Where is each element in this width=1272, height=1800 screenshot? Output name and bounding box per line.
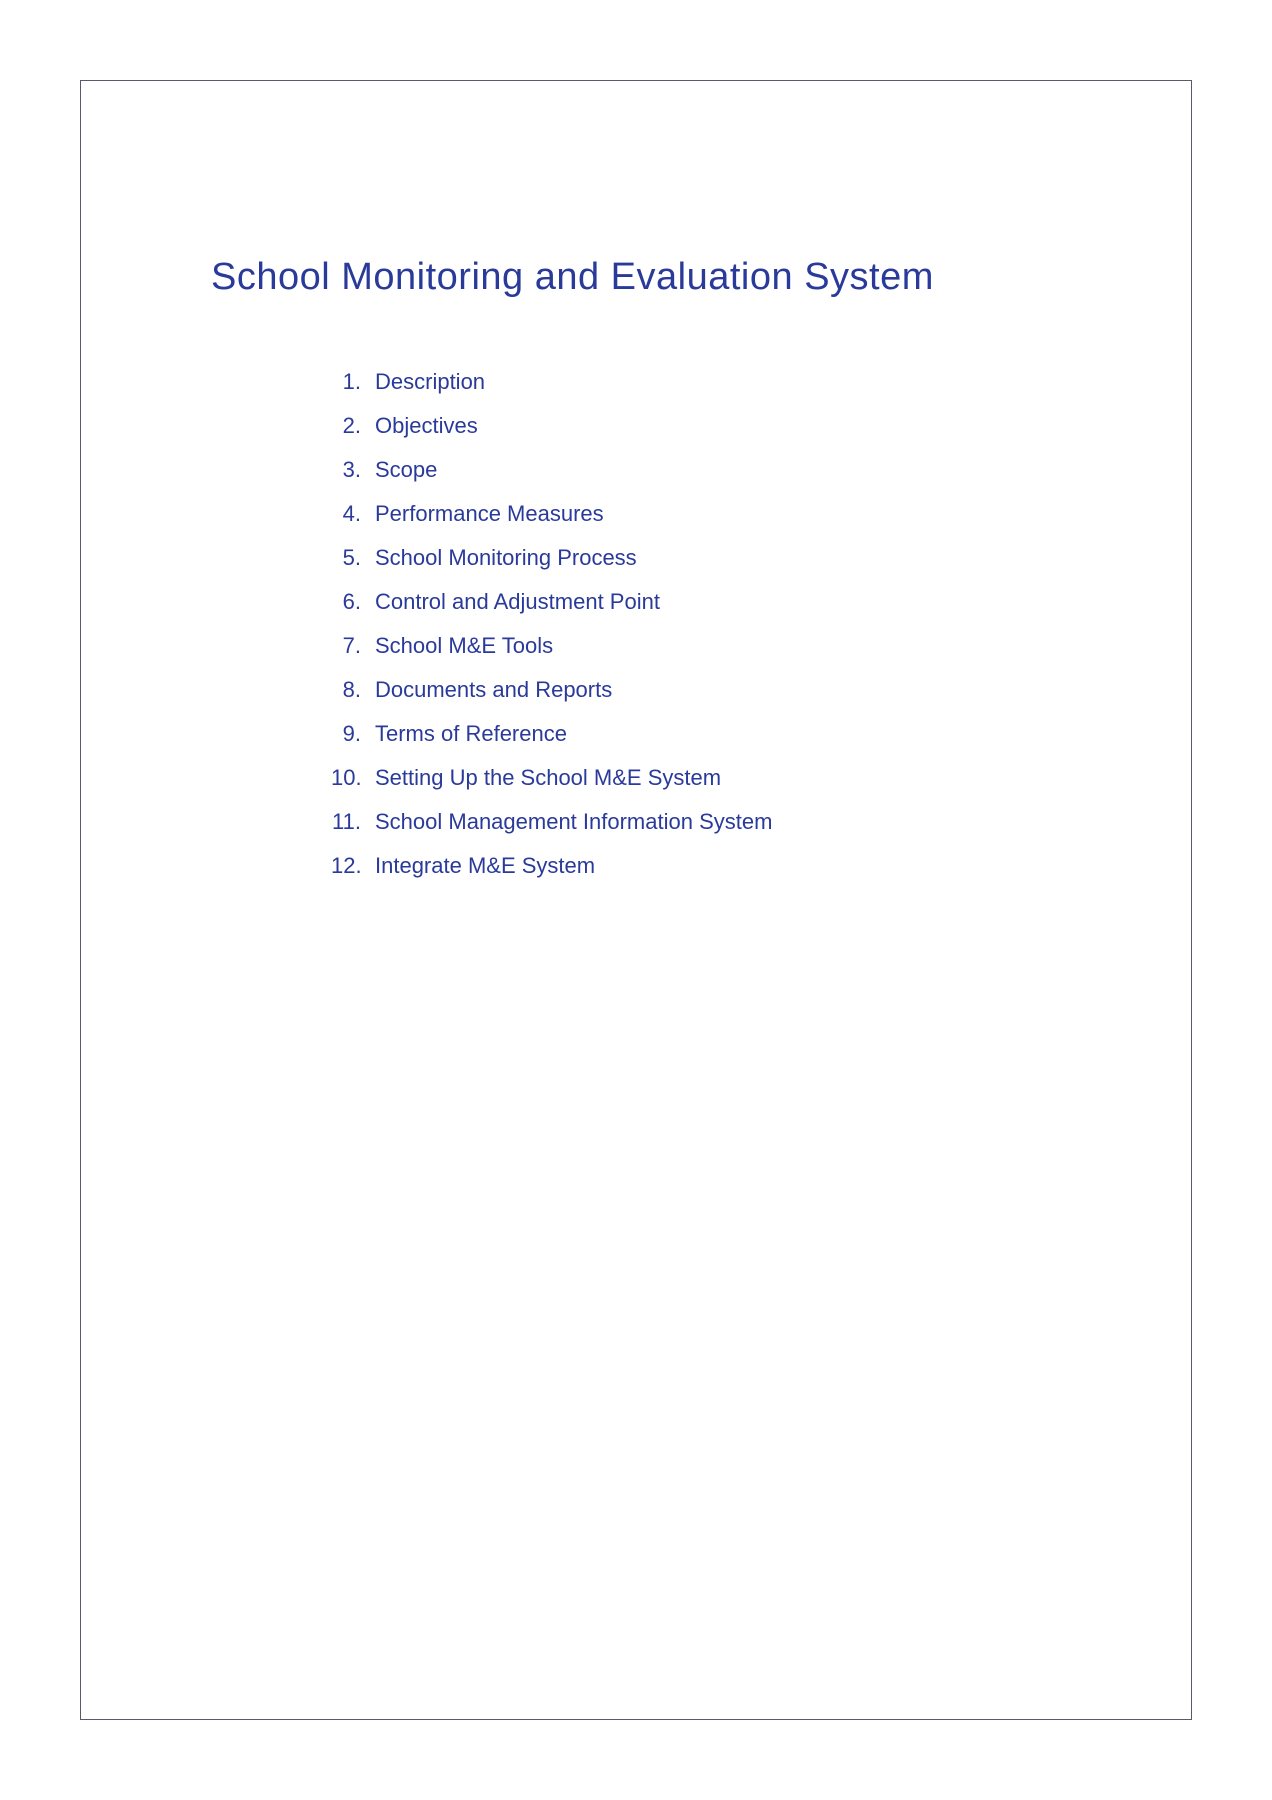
toc-item: 7. School M&E Tools [331,633,1131,659]
toc-number: 2. [331,413,375,439]
toc-number: 7. [331,633,375,659]
toc-item: 5. School Monitoring Process [331,545,1131,571]
toc-item: 3. Scope [331,457,1131,483]
toc-item: 11. School Management Information System [331,809,1131,835]
toc-number: 3. [331,457,375,483]
toc-number: 12. [331,853,375,879]
toc-number: 10. [331,765,375,791]
toc-label: Documents and Reports [375,677,1131,703]
toc-item: 8. Documents and Reports [331,677,1131,703]
toc-label: School M&E Tools [375,633,1131,659]
toc-item: 6. Control and Adjustment Point [331,589,1131,615]
content-area: School Monitoring and Evaluation System … [81,81,1191,879]
toc-item: 12. Integrate M&E System [331,853,1131,879]
toc-label: Objectives [375,413,1131,439]
toc-label: Scope [375,457,1131,483]
toc-number: 6. [331,589,375,615]
toc-number: 4. [331,501,375,527]
toc-item: 1. Description [331,369,1131,395]
toc-label: School Management Information System [375,809,1131,835]
page-title: School Monitoring and Evaluation System [211,256,1131,299]
toc-number: 1. [331,369,375,395]
toc-number: 8. [331,677,375,703]
toc-label: Integrate M&E System [375,853,1131,879]
toc-number: 9. [331,721,375,747]
toc-number: 11. [331,809,375,835]
toc-label: Performance Measures [375,501,1131,527]
toc-number: 5. [331,545,375,571]
page-border: School Monitoring and Evaluation System … [80,80,1192,1720]
toc-item: 2. Objectives [331,413,1131,439]
toc-item: 4. Performance Measures [331,501,1131,527]
toc-label: Terms of Reference [375,721,1131,747]
toc-label: Description [375,369,1131,395]
toc-label: School Monitoring Process [375,545,1131,571]
toc-list: 1. Description 2. Objectives 3. Scope 4.… [211,369,1131,879]
toc-label: Control and Adjustment Point [375,589,1131,615]
toc-item: 9. Terms of Reference [331,721,1131,747]
toc-item: 10. Setting Up the School M&E System [331,765,1131,791]
toc-label: Setting Up the School M&E System [375,765,1131,791]
